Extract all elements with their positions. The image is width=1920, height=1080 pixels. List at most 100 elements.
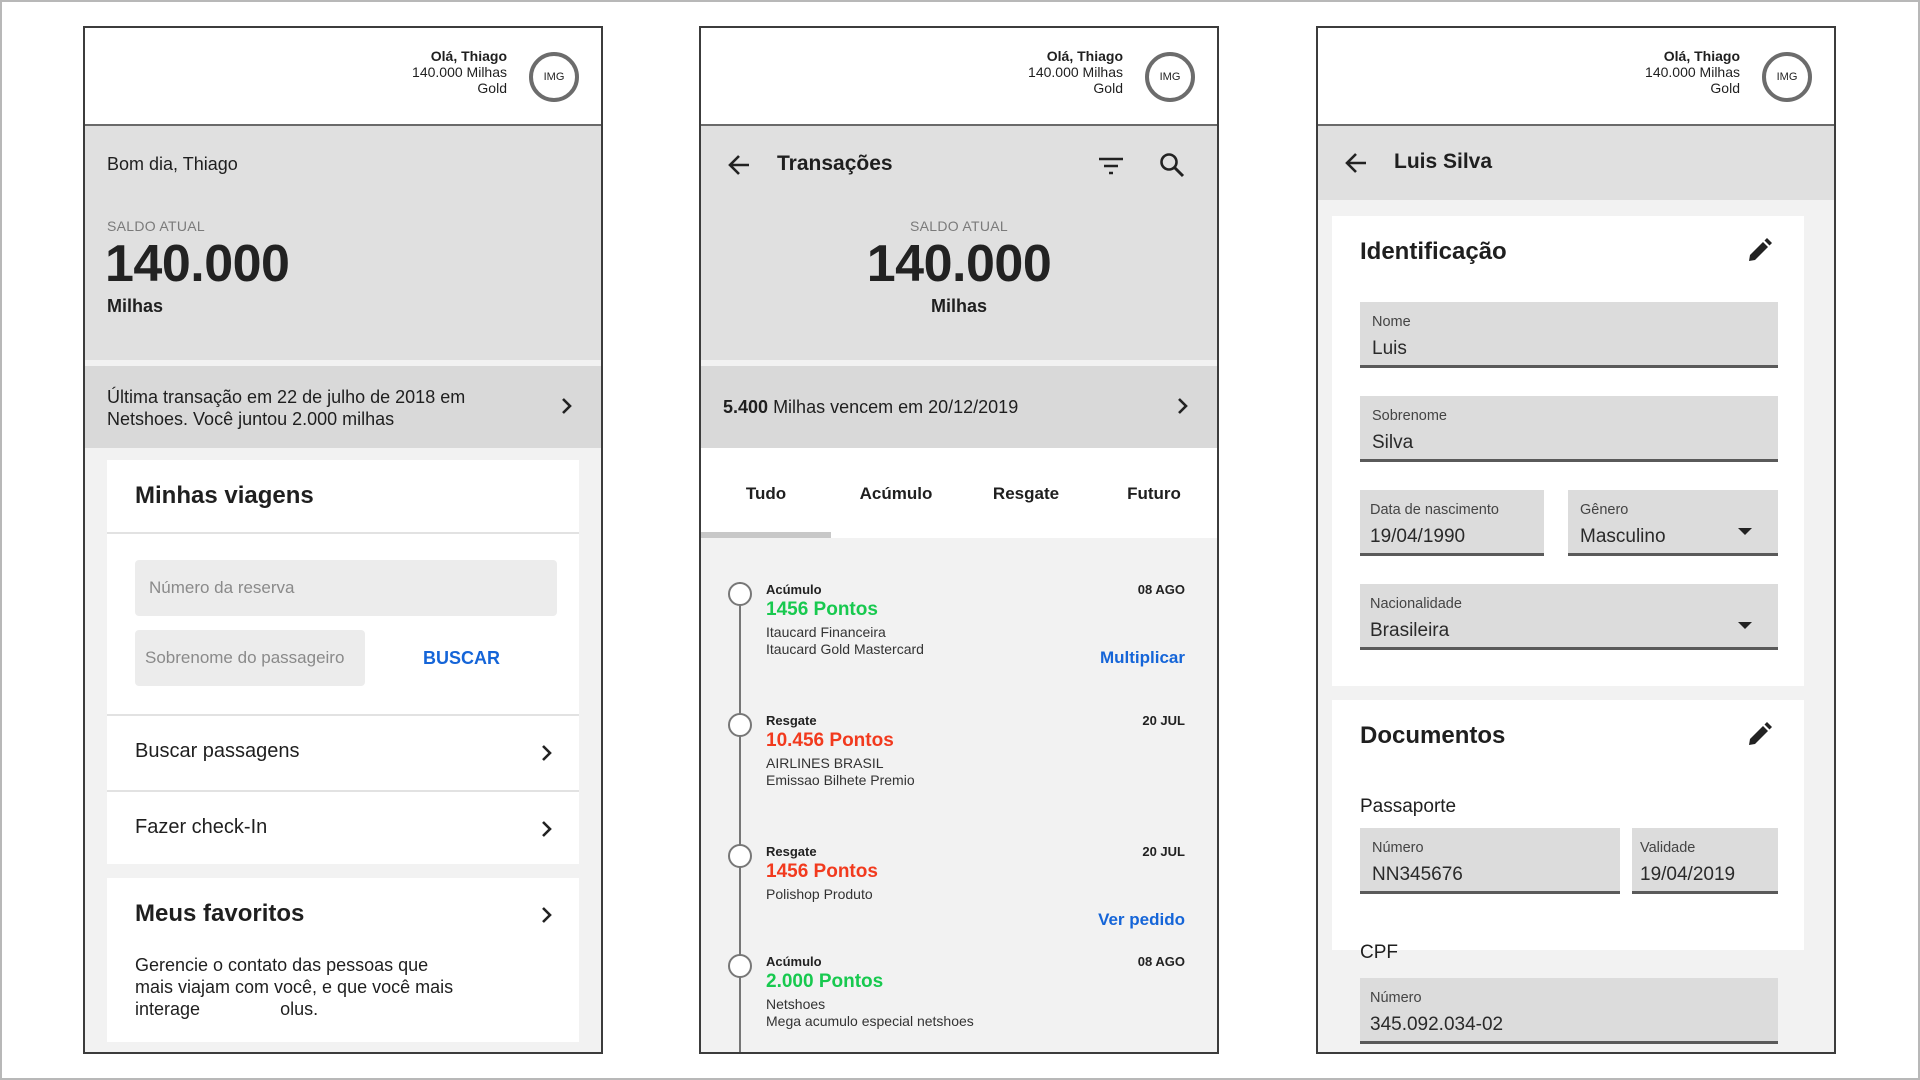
nationality-select[interactable]: Nacionalidade Brasileira: [1360, 584, 1778, 650]
transactions-screen: Olá, Thiago 140.000 Milhas Gold IMG Tran…: [699, 26, 1219, 1054]
menu-item-label: Buscar passagens: [135, 740, 300, 762]
tab-acumulo[interactable]: Acúmulo: [831, 448, 961, 538]
field-value: Silva: [1372, 432, 1414, 453]
edit-pencil-icon[interactable]: [1746, 238, 1772, 264]
chevron-right-icon: [561, 397, 573, 415]
transaction-type: Acúmulo: [766, 582, 822, 597]
favorites-card[interactable]: Meus favoritos Gerencie o contato das pe…: [107, 878, 579, 1042]
header: Olá, Thiago 140.000 Milhas Gold IMG: [1318, 28, 1834, 126]
page-title: Luis Silva: [1394, 150, 1493, 173]
balance-unit: Milhas: [107, 296, 164, 316]
transaction-line: AIRLINES BRASIL: [766, 755, 884, 771]
field-value: Masculino: [1580, 526, 1666, 547]
chevron-right-icon: [1177, 397, 1189, 415]
transaction-item[interactable]: Resgate 20 JUL 1456 Pontos Polishop Produto…: [701, 844, 1217, 964]
passenger-surname-input[interactable]: Sobrenome do passageiro: [135, 630, 365, 686]
favorites-description: Gerencie o contato das pessoas que mais …: [135, 954, 453, 1020]
search-icon[interactable]: [1159, 152, 1185, 178]
back-arrow-icon[interactable]: [1344, 152, 1368, 174]
back-arrow-icon[interactable]: [727, 154, 751, 176]
chevron-right-icon: [541, 820, 553, 838]
edit-pencil-icon[interactable]: [1746, 722, 1772, 748]
chevron-right-icon: [541, 906, 553, 924]
transaction-item[interactable]: Acúmulo 08 AGO 1456 Pontos Itaucard Finance…: [701, 582, 1217, 702]
user-miles: 140.000 Milhas: [412, 64, 507, 80]
divider: [107, 714, 579, 716]
nome-field[interactable]: Nome Luis: [1360, 302, 1778, 368]
transaction-points: 1456 Pontos: [766, 861, 878, 882]
transaction-action-link[interactable]: Ver pedido: [1098, 910, 1185, 929]
avatar[interactable]: IMG: [1762, 52, 1812, 102]
user-miles: 140.000 Milhas: [1028, 64, 1123, 80]
tab-tudo[interactable]: Tudo: [701, 448, 831, 538]
transaction-details: Polishop Produto: [766, 886, 873, 903]
transaction-date: 20 JUL: [1142, 844, 1185, 859]
chevron-right-icon: [541, 744, 553, 762]
tab-label: Resgate: [992, 484, 1060, 503]
reservation-number-input[interactable]: Número da reserva: [135, 560, 557, 616]
sobrenome-field[interactable]: Sobrenome Silva: [1360, 396, 1778, 462]
transaction-item[interactable]: Acúmulo 08 AGO 2.000 Pontos Netshoes Mega ac…: [701, 954, 1217, 1052]
search-button[interactable]: BUSCAR: [423, 648, 501, 668]
tab-resgate[interactable]: Resgate: [961, 448, 1091, 538]
passport-number-field[interactable]: Número NN345676: [1360, 828, 1620, 894]
transaction-points: 2.000 Pontos: [766, 971, 884, 992]
identification-card: Identificação Nome Luis Sobrenome Silva …: [1332, 216, 1804, 686]
transaction-line: Netshoes: [766, 996, 826, 1012]
transaction-points: 1456 Pontos: [766, 599, 878, 620]
transaction-type: Acúmulo: [766, 954, 822, 969]
field-label: Sobrenome: [1372, 408, 1447, 424]
field-label: Validade: [1640, 840, 1696, 856]
transaction-details: Itaucard Financeira Itaucard Gold Masterc…: [766, 624, 924, 658]
transaction-line: Polishop Produto: [766, 886, 873, 902]
balance-panel: Transações SALDO ATUAL 140.000 Milhas: [701, 126, 1217, 360]
user-info: Olá, Thiago 140.000 Milhas Gold: [1645, 48, 1740, 96]
expiring-miles-row[interactable]: 5.400 Milhas vencem em 20/12/2019: [701, 366, 1217, 448]
favorites-title: Meus favoritos: [135, 900, 305, 927]
page-title: Transações: [777, 152, 893, 175]
cpf-number-field[interactable]: Número 345.092.034-02: [1360, 978, 1778, 1044]
divider: [107, 532, 579, 534]
avatar[interactable]: IMG: [529, 52, 579, 102]
user-greeting: Olá, Thiago: [430, 48, 507, 64]
transaction-line: Itaucard Gold Mastercard: [766, 641, 924, 657]
greeting: Bom dia, Thiago: [107, 154, 238, 174]
timeline-line: [739, 582, 741, 1052]
favorites-fragment: olus.: [280, 999, 319, 1019]
menu-item-fazer-check-in[interactable]: Fazer check-In: [107, 792, 579, 864]
balance-label: SALDO ATUAL: [910, 218, 1008, 234]
balance-panel: Bom dia, Thiago SALDO ATUAL 140.000 Milh…: [85, 126, 601, 360]
avatar[interactable]: IMG: [1145, 52, 1195, 102]
tab-label: Tudo: [745, 484, 787, 503]
filter-icon[interactable]: [1097, 156, 1125, 176]
gender-select[interactable]: Gênero Masculino: [1568, 490, 1778, 556]
transaction-date: 20 JUL: [1142, 713, 1185, 728]
timeline-dot-icon: [728, 844, 752, 868]
timeline-dot-icon: [728, 954, 752, 978]
transaction-line: Mega acumulo especial netshoes: [766, 1013, 974, 1029]
field-label: Nome: [1372, 314, 1411, 330]
field-value: 345.092.034-02: [1370, 1014, 1504, 1035]
transaction-action-link[interactable]: Multiplicar: [1099, 648, 1185, 667]
timeline-dot-icon: [728, 582, 752, 606]
user-tier: Gold: [1093, 80, 1123, 96]
tab-label: Acúmulo: [859, 484, 933, 503]
birthdate-field[interactable]: Data de nascimento 19/04/1990: [1360, 490, 1544, 556]
field-value: 19/04/1990: [1370, 526, 1466, 547]
header: Olá, Thiago 140.000 Milhas Gold IMG: [85, 28, 601, 126]
trips-title: Minhas viagens: [135, 482, 314, 509]
profile-screen: Olá, Thiago 140.000 Milhas Gold IMG Luis…: [1316, 26, 1836, 1054]
balance-value: 140.000: [105, 235, 290, 293]
transaction-item[interactable]: Resgate 20 JUL 10.456 Pontos AIRLINES BRASI…: [701, 713, 1217, 833]
passport-validity-field[interactable]: Validade 19/04/2019: [1632, 828, 1778, 894]
transaction-line: Itaucard Financeira: [766, 624, 886, 640]
menu-item-buscar-passagens[interactable]: Buscar passagens: [107, 716, 579, 790]
field-value: Brasileira: [1370, 620, 1450, 641]
last-transaction-row[interactable]: Última transação em 22 de julho de 2018 …: [85, 366, 601, 448]
favorites-line: Gerencie o contato das pessoas que: [135, 955, 429, 975]
header: Olá, Thiago 140.000 Milhas Gold IMG: [701, 28, 1217, 126]
last-transaction-line1: Última transação em 22 de julho de 2018 …: [107, 387, 466, 407]
field-label: Número: [1370, 990, 1422, 1006]
tab-futuro[interactable]: Futuro: [1091, 448, 1217, 538]
